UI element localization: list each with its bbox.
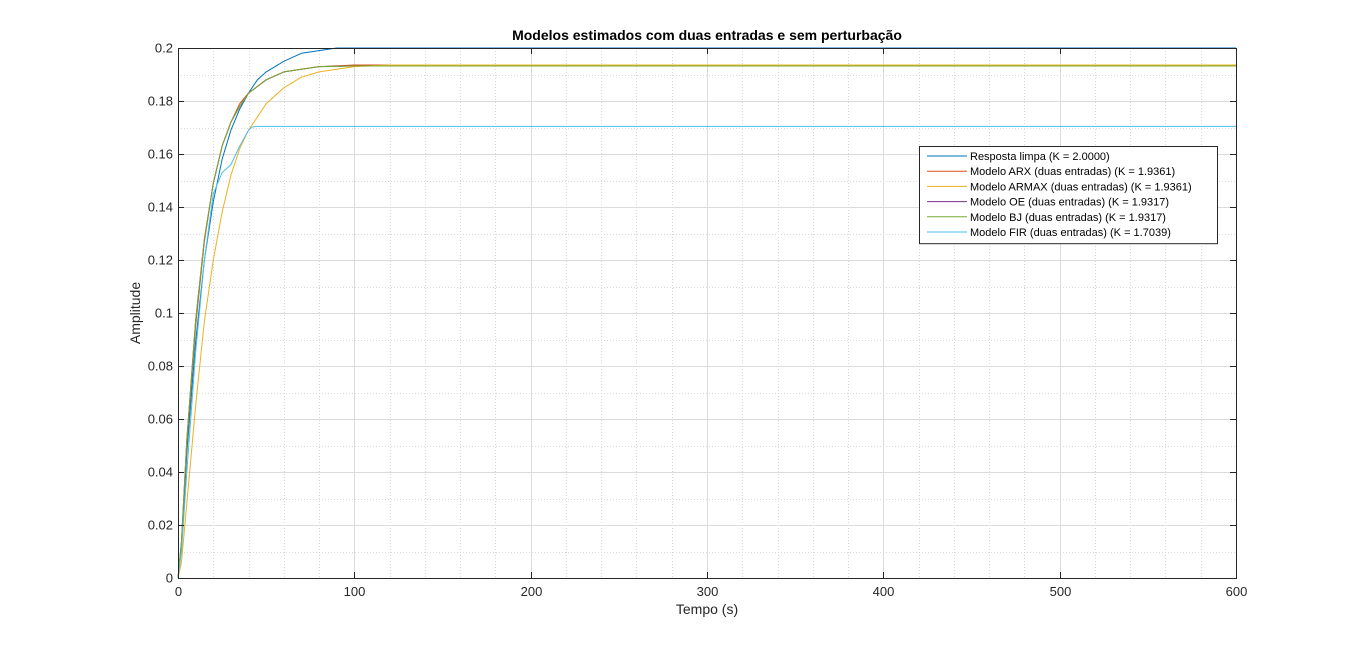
y-tick-label: 0.16 (148, 147, 173, 162)
legend-entry: Modelo OE (duas entradas) (K = 1.9317) (970, 197, 1169, 209)
y-axis-title: Amplitude (127, 282, 143, 344)
legend-entry: Modelo ARMAX (duas entradas) (K = 1.9361… (970, 181, 1192, 193)
y-tick-label: 0 (166, 571, 173, 586)
x-tick-label: 400 (873, 584, 895, 599)
y-tick-label: 0.2 (155, 41, 173, 56)
series-line-1 (177, 47, 1236, 579)
x-axis-title: Tempo (s) (676, 601, 738, 617)
legend-entry: Resposta limpa (K = 2.0000) (970, 151, 1110, 163)
series-line-6 (177, 125, 1236, 579)
x-tick-label: 100 (344, 584, 366, 599)
x-tick-label: 0 (175, 584, 182, 599)
x-tick-label: 600 (1226, 584, 1248, 599)
tick-labels: 0 100 200 300 400 500 600 0 0.02 0.04 0.06 0.08 0.1 0… (148, 41, 1248, 600)
x-tick-label: 300 (697, 584, 719, 599)
y-tick-label: 0.12 (148, 253, 173, 268)
legend-entry: Modelo BJ (duas entradas) (K = 1.9317) (970, 212, 1166, 224)
y-tick-label: 0.04 (148, 465, 173, 480)
chart-title: Modelos estimados com duas entradas e se… (512, 27, 902, 43)
x-tick-label: 500 (1050, 584, 1072, 599)
x-tick-label: 200 (521, 584, 543, 599)
legend: Resposta limpa (K = 2.0000) Modelo ARX (d… (919, 146, 1218, 245)
axis-ticks (178, 48, 1237, 579)
y-tick-label: 0.06 (148, 412, 173, 427)
series-line-5 (177, 65, 1236, 579)
legend-entry: Modelo FIR (duas entradas) (K = 1.7039) (970, 227, 1171, 239)
y-tick-label: 0.1 (155, 306, 173, 321)
legend-entry: Modelo ARX (duas entradas) (K = 1.9361) (970, 166, 1175, 178)
y-tick-label: 0.02 (148, 518, 173, 533)
y-tick-label: 0.08 (148, 359, 173, 374)
y-tick-label: 0.14 (148, 200, 173, 215)
legend-box (919, 146, 1218, 245)
series-lines (177, 47, 1236, 579)
y-tick-label: 0.18 (148, 94, 173, 109)
